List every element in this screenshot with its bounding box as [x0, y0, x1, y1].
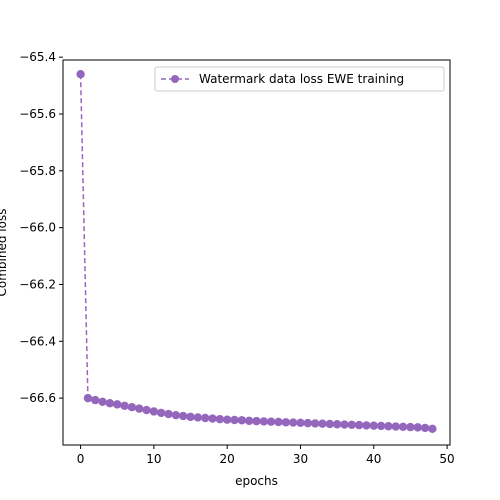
data-point [413, 423, 422, 432]
y-tick-label: −65.8 [19, 164, 56, 178]
x-tick-label: 50 [439, 452, 454, 466]
legend-marker [171, 75, 179, 83]
data-point [127, 403, 137, 412]
data-point [325, 419, 334, 429]
data-point [340, 420, 349, 429]
data-point [208, 414, 217, 423]
y-tick-label: −66.0 [19, 221, 56, 235]
data-point [266, 417, 276, 426]
data-point [186, 412, 195, 422]
data-point [171, 410, 181, 420]
y-tick-label: −65.4 [19, 50, 56, 64]
y-tick-label: −65.6 [19, 107, 56, 121]
data-point [193, 413, 203, 422]
data-point [362, 421, 371, 430]
data-point [354, 420, 364, 430]
data-point [384, 422, 393, 431]
legend-box [154, 66, 445, 92]
data-point [310, 419, 320, 428]
legend-entry-label: Watermark data loss EWE training [199, 72, 404, 86]
data-point [98, 397, 107, 407]
data-point [215, 414, 225, 424]
data-point [230, 415, 239, 425]
data-point [288, 418, 298, 427]
data-point [428, 424, 437, 433]
data-point [274, 417, 283, 427]
data-point [91, 395, 100, 405]
x-tick-label: 10 [146, 452, 161, 466]
data-point [369, 421, 378, 430]
data-point [157, 408, 166, 418]
x-tick-label: 0 [77, 452, 85, 466]
x-axis-label: epochs [235, 474, 278, 488]
data-point [200, 413, 210, 423]
y-tick-label: −66.2 [19, 277, 56, 291]
legend: Watermark data loss EWE training [154, 66, 445, 92]
data-point [244, 416, 254, 426]
data-point [142, 405, 151, 415]
x-axis: 0 10 20 30 40 50 [77, 445, 455, 466]
data-point [120, 401, 129, 410]
data-point [179, 411, 188, 421]
y-axis-label: Combined loss [0, 209, 9, 297]
data-point [420, 423, 430, 433]
data-point [135, 404, 144, 413]
data-point [281, 418, 291, 427]
data-point [237, 416, 247, 425]
data-point [376, 421, 386, 431]
data-point [259, 417, 269, 426]
data-point [164, 409, 173, 419]
y-axis: −66.6 −66.4 −66.2 −66.0 −65.8 −65.6 −65.4 [19, 50, 63, 405]
x-tick-label: 30 [293, 452, 308, 466]
data-point [252, 416, 261, 426]
data-point [149, 407, 159, 416]
data-point [391, 422, 400, 431]
data-point [347, 420, 356, 430]
data-point [83, 393, 93, 403]
plot-frame [62, 59, 451, 446]
data-point [406, 422, 415, 432]
y-tick-label: −66.4 [19, 334, 56, 348]
data-point [222, 415, 232, 424]
data-point [318, 419, 327, 428]
data-point [332, 420, 342, 429]
data-point [76, 70, 85, 79]
data-point [296, 418, 305, 428]
x-tick-label: 20 [220, 452, 235, 466]
plot-area [76, 70, 437, 433]
x-tick-label: 40 [366, 452, 381, 466]
series-line [79, 74, 433, 430]
data-point [398, 422, 408, 432]
y-tick-label: −66.6 [19, 391, 56, 405]
data-point [105, 399, 115, 408]
data-point [303, 418, 313, 428]
data-point [113, 400, 122, 409]
